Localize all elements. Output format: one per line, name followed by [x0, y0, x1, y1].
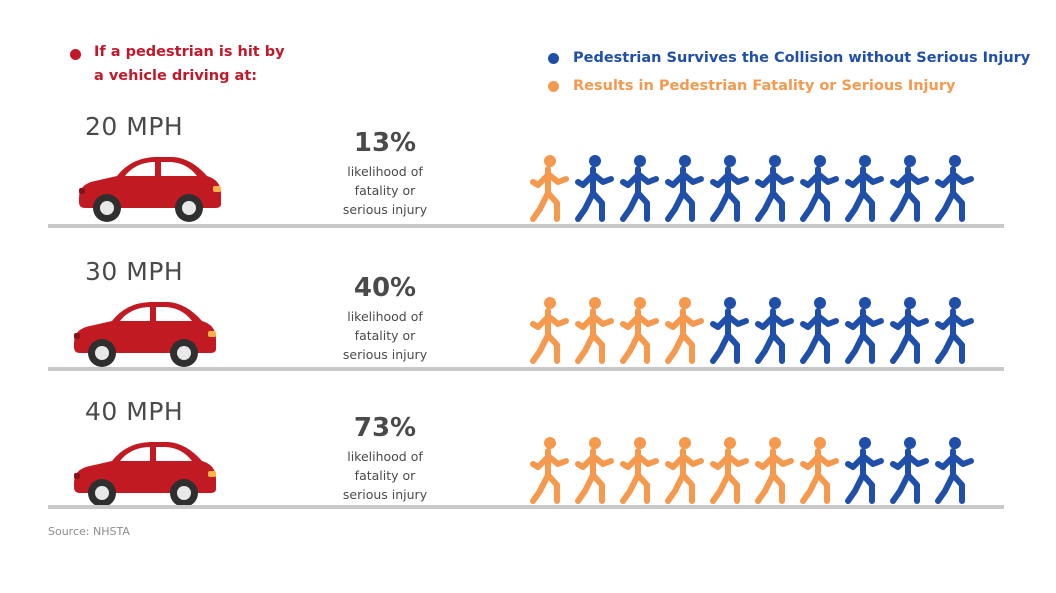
pedestrian-row [528, 297, 978, 367]
intro-text: If a pedestrian is hit by a vehicle driv… [94, 44, 285, 84]
percent-description: likelihood of fatality or serious injury [342, 164, 428, 217]
pedestrian-survives-icon [933, 297, 978, 367]
pedestrian-fatality-icon [573, 297, 618, 367]
pedestrian-fatality-icon [573, 437, 618, 507]
legend-label-fatality: Results in Pedestrian Fatality or Seriou… [573, 78, 956, 94]
speed-label: 20 MPH [85, 112, 184, 141]
pedestrian-fatality-icon [618, 437, 663, 507]
percent-label: 73% [353, 413, 417, 443]
ground-line [48, 224, 1004, 228]
percent-description: likelihood of fatality or serious injury [342, 309, 428, 362]
pedestrian-fatality-icon [663, 437, 708, 507]
pedestrian-survives-icon [708, 297, 753, 367]
pedestrian-survives-icon [843, 297, 888, 367]
intro: If a pedestrian is hit by a vehicle driv… [70, 40, 285, 88]
ground-line [48, 367, 1004, 371]
speed-label: 30 MPH [85, 257, 184, 286]
pedestrian-fatality-icon [528, 155, 573, 225]
car-icon [70, 297, 220, 373]
percent-description: likelihood of fatality or serious injury [342, 449, 428, 502]
car-icon [75, 152, 225, 228]
pedestrian-survives-icon [753, 155, 798, 225]
pedestrian-survives-icon [933, 437, 978, 507]
pedestrian-survives-icon [663, 155, 708, 225]
legend-item-fatality: Results in Pedestrian Fatality or Seriou… [548, 72, 1030, 100]
pedestrian-fatality-icon [528, 297, 573, 367]
speed-label: 40 MPH [85, 397, 184, 426]
pedestrian-survives-icon [933, 155, 978, 225]
pedestrian-survives-icon [798, 297, 843, 367]
intro-bullet [70, 49, 81, 60]
percent-label: 13% [353, 128, 417, 158]
legend-swatch-fatality [548, 80, 559, 92]
pedestrian-fatality-icon [798, 437, 843, 507]
pedestrian-survives-icon [888, 155, 933, 225]
pedestrian-survives-icon [888, 297, 933, 367]
percent-label: 40% [353, 273, 417, 303]
pedestrian-fatality-icon [663, 297, 708, 367]
pedestrian-survives-icon [753, 297, 798, 367]
legend-swatch-survives [548, 52, 559, 64]
ground-line [48, 505, 1004, 509]
pedestrian-survives-icon [573, 155, 618, 225]
legend-label-survives: Pedestrian Survives the Collision withou… [573, 50, 1031, 66]
pedestrian-survives-icon [843, 155, 888, 225]
pedestrian-survives-icon [843, 437, 888, 507]
source-note: Source: NHSTA [48, 525, 130, 538]
pedestrian-fatality-icon [708, 437, 753, 507]
pedestrian-row [528, 155, 978, 225]
pedestrian-fatality-icon [753, 437, 798, 507]
pedestrian-row [528, 437, 978, 507]
pedestrian-fatality-icon [618, 297, 663, 367]
pedestrian-survives-icon [618, 155, 663, 225]
pedestrian-survives-icon [798, 155, 843, 225]
legend-item-survives: Pedestrian Survives the Collision withou… [548, 44, 1030, 72]
legend: Pedestrian Survives the Collision withou… [548, 44, 1030, 100]
pedestrian-survives-icon [888, 437, 933, 507]
car-icon [70, 437, 220, 513]
pedestrian-survives-icon [708, 155, 753, 225]
pedestrian-fatality-icon [528, 437, 573, 507]
